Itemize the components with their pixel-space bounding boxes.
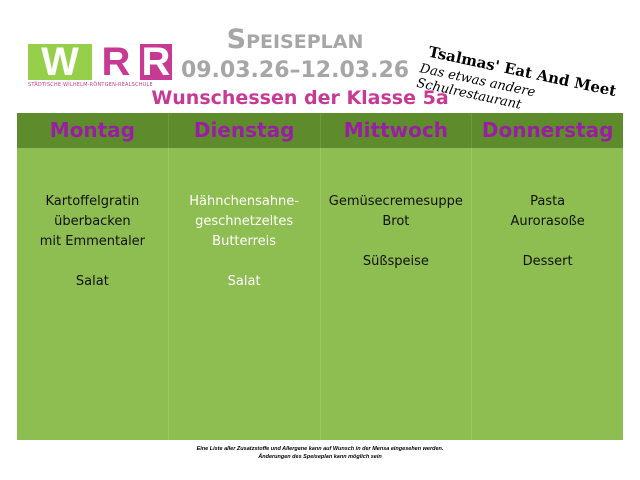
menu-line: überbacken <box>54 214 131 229</box>
menu-line: Brot <box>382 214 410 229</box>
logo-subtitle: STÄDTISCHE WILHELM-RÖNTGEN-REALSCHULE <box>28 82 153 88</box>
menu-line: Salat <box>227 274 261 289</box>
menu-line: Butterreis <box>212 234 277 249</box>
page-title: Speiseplan <box>226 24 364 55</box>
date-range: 09.03.26–12.03.26 <box>180 58 410 83</box>
page-subtitle: Wunschessen der Klasse 5a <box>151 87 449 109</box>
menu-line <box>321 232 472 252</box>
menu-line: Gemüsecremesuppe <box>328 194 463 209</box>
day-header: Mittwoch <box>321 113 473 148</box>
wrr-logo: W R R <box>28 44 172 80</box>
footer-line: Änderungen des Speiseplan kann möglich s… <box>258 454 382 460</box>
menu-body: Kartoffelgratin überbacken mit Emmentale… <box>17 148 623 440</box>
menu-line: Salat <box>75 274 109 289</box>
menu-line: mit Emmentaler <box>39 234 146 249</box>
logo-letter-r: R <box>96 44 136 80</box>
menu-line: geschnetzeltes <box>195 214 294 229</box>
logo-letter-r: R <box>140 44 172 80</box>
menu-line: Pasta <box>530 194 566 209</box>
menu-column-montag: Kartoffelgratin überbacken mit Emmentale… <box>17 148 169 440</box>
menu-line: Dessert <box>522 254 573 269</box>
day-header-row: Montag Dienstag Mittwoch Donnerstag <box>17 113 623 148</box>
menu-column-donnerstag: Pasta Aurorasoße Dessert <box>472 148 623 440</box>
menu-line: Süßspeise <box>362 254 429 269</box>
menu-line <box>169 252 320 272</box>
logo-letter-w: W <box>28 44 92 80</box>
menu-line: Aurorasoße <box>510 214 585 229</box>
footer-line: Eine Liste aller Zusatzstoffe und Allerg… <box>196 446 444 452</box>
menu-column-dienstag: Hähnchensahne- geschnetzeltes Butterreis… <box>169 148 321 440</box>
menu-line <box>472 232 623 252</box>
day-header: Montag <box>17 113 169 148</box>
day-header: Donnerstag <box>481 118 614 142</box>
menu-line: Kartoffelgratin <box>45 194 140 209</box>
day-header: Dienstag <box>169 113 321 148</box>
menu-line: Hähnchensahne- <box>189 194 299 209</box>
menu-column-mittwoch: Gemüsecremesuppe Brot Süßspeise <box>321 148 473 440</box>
footer-note: Eine Liste aller Zusatzstoffe und Allerg… <box>0 445 640 461</box>
menu-line <box>17 252 168 272</box>
